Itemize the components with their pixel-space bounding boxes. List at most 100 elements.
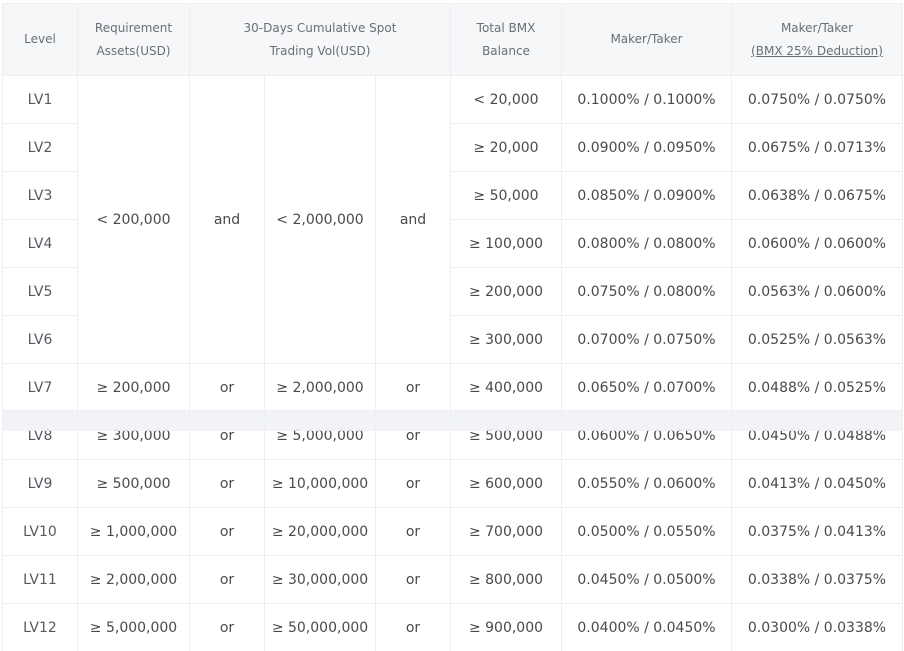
- maker-taker-deduction-cell: 0.0488% / 0.0525%: [731, 363, 903, 412]
- table-header: Level Requirement Assets(USD) 30-Days Cu…: [2, 3, 903, 76]
- level-cell: LV2: [2, 123, 78, 172]
- level-cell: LV6: [2, 315, 78, 364]
- level-cell: LV3: [2, 171, 78, 220]
- connector-cell: or: [375, 603, 451, 651]
- header-requirement-line1: Requirement: [94, 20, 173, 35]
- connector-cell: or: [189, 459, 265, 508]
- requirement-assets-cell: ≥ 2,000,000: [77, 555, 190, 604]
- maker-taker-fee-cell: 0.0650% / 0.0700%: [561, 363, 732, 412]
- trading-volume-cell: ≥ 20,000,000: [264, 507, 376, 556]
- maker-taker-fee-cell: 0.1000% / 0.1000%: [561, 75, 732, 124]
- maker-taker-fee-cell: 0.0500% / 0.0550%: [561, 507, 732, 556]
- maker-taker-fee-cell: 0.0550% / 0.0600%: [561, 459, 732, 508]
- table-row: LV4 ≥ 100,000 0.0800% / 0.0800% 0.0600% / 0…: [2, 219, 903, 268]
- table-row: LV9 ≥ 500,000 or ≥ 10,000,000 or ≥ 600,000 0.0…: [2, 459, 903, 508]
- table-row: LV5 ≥ 200,000 0.0750% / 0.0800% 0.0563% / 0…: [2, 267, 903, 316]
- level-cell: LV8: [2, 411, 78, 460]
- requirement-assets-cell: ≥ 500,000: [77, 459, 190, 508]
- requirement-assets-cell: < 200,000: [77, 75, 190, 364]
- level-cell: LV10: [2, 507, 78, 556]
- header-bmx-balance-label: Total BMX Balance: [476, 20, 536, 58]
- connector-cell: or: [375, 411, 451, 460]
- maker-taker-deduction-cell: 0.0338% / 0.0375%: [731, 555, 903, 604]
- table-row: LV12 ≥ 5,000,000 or ≥ 50,000,000 or ≥ 900,000…: [2, 603, 903, 651]
- header-level: Level: [2, 3, 78, 76]
- trading-volume-cell: ≥ 5,000,000: [264, 411, 376, 460]
- bmx-balance-cell: ≥ 500,000: [450, 411, 562, 460]
- bmx-balance-cell: ≥ 20,000: [450, 123, 562, 172]
- header-maker-taker: Maker/Taker: [561, 3, 732, 76]
- connector-cell: or: [375, 459, 451, 508]
- header-row: Level Requirement Assets(USD) 30-Days Cu…: [2, 3, 903, 76]
- header-trading-volume: 30-Days Cumulative Spot Trading Vol(USD): [189, 3, 451, 76]
- level-cell: LV11: [2, 555, 78, 604]
- bmx-balance-cell: < 20,000: [450, 75, 562, 124]
- maker-taker-deduction-cell: 0.0675% / 0.0713%: [731, 123, 903, 172]
- requirement-assets-cell: ≥ 5,000,000: [77, 603, 190, 651]
- maker-taker-fee-cell: 0.0750% / 0.0800%: [561, 267, 732, 316]
- connector-cell: or: [189, 363, 265, 412]
- maker-taker-deduction-cell: 0.0563% / 0.0600%: [731, 267, 903, 316]
- table-row: LV10 ≥ 1,000,000 or ≥ 20,000,000 or ≥ 700,000…: [2, 507, 903, 556]
- maker-taker-fee-cell: 0.0800% / 0.0800%: [561, 219, 732, 268]
- header-requirement-assets: Requirement Assets(USD): [77, 3, 190, 76]
- requirement-assets-cell: ≥ 300,000: [77, 411, 190, 460]
- maker-taker-deduction-cell: 0.0750% / 0.0750%: [731, 75, 903, 124]
- table-row: LV2 ≥ 20,000 0.0900% / 0.0950% 0.0675% / 0.…: [2, 123, 903, 172]
- trading-volume-cell: < 2,000,000: [264, 75, 376, 364]
- header-deduction-line1: Maker/Taker: [780, 20, 854, 35]
- level-cell: LV7: [2, 363, 78, 412]
- bmx-balance-cell: ≥ 300,000: [450, 315, 562, 364]
- header-volume-line1: 30-Days Cumulative Spot: [243, 20, 397, 35]
- maker-taker-fee-cell: 0.0400% / 0.0450%: [561, 603, 732, 651]
- header-requirement-line2: Assets(USD): [96, 43, 171, 58]
- bmx-deduction-link[interactable]: (BMX 25% Deduction): [751, 43, 883, 58]
- table-body: LV1 < 200,000 and < 2,000,000 and < 20,000 0.1…: [2, 75, 903, 651]
- level-cell: LV5: [2, 267, 78, 316]
- table-row: LV3 ≥ 50,000 0.0850% / 0.0900% 0.0638% / 0.…: [2, 171, 903, 220]
- table-row: LV6 ≥ 300,000 0.0700% / 0.0750% 0.0525% / 0…: [2, 315, 903, 364]
- requirement-assets-cell: ≥ 1,000,000: [77, 507, 190, 556]
- requirement-assets-cell: ≥ 200,000: [77, 363, 190, 412]
- bmx-balance-cell: ≥ 200,000: [450, 267, 562, 316]
- bmx-balance-cell: ≥ 50,000: [450, 171, 562, 220]
- header-maker-taker-label: Maker/Taker: [610, 32, 683, 46]
- table-row: LV8 ≥ 300,000 or ≥ 5,000,000 or ≥ 500,000 0.06…: [2, 411, 903, 460]
- maker-taker-fee-cell: 0.0850% / 0.0900%: [561, 171, 732, 220]
- table-row: LV1 < 200,000 and < 2,000,000 and < 20,000 0.1…: [2, 75, 903, 364]
- bmx-balance-cell: ≥ 600,000: [450, 459, 562, 508]
- bmx-balance-cell: ≥ 700,000: [450, 507, 562, 556]
- connector-cell: or: [189, 507, 265, 556]
- trading-volume-cell: ≥ 10,000,000: [264, 459, 376, 508]
- header-bmx-balance: Total BMX Balance: [450, 3, 562, 76]
- connector-cell: or: [189, 603, 265, 651]
- maker-taker-deduction-cell: 0.0300% / 0.0338%: [731, 603, 903, 651]
- connector-cell: or: [375, 555, 451, 604]
- connector-cell: or: [189, 411, 265, 460]
- trading-volume-cell: ≥ 30,000,000: [264, 555, 376, 604]
- connector-cell: or: [375, 507, 451, 556]
- header-level-label: Level: [24, 32, 56, 46]
- maker-taker-fee-cell: 0.0600% / 0.0650%: [561, 411, 732, 460]
- fee-level-table: Level Requirement Assets(USD) 30-Days Cu…: [2, 3, 903, 651]
- bmx-balance-cell: ≥ 100,000: [450, 219, 562, 268]
- maker-taker-deduction-cell: 0.0450% / 0.0488%: [731, 411, 903, 460]
- maker-taker-fee-cell: 0.0900% / 0.0950%: [561, 123, 732, 172]
- trading-volume-cell: ≥ 2,000,000: [264, 363, 376, 412]
- header-maker-taker-deduction: Maker/Taker (BMX 25% Deduction): [731, 3, 903, 76]
- table-row: LV7 ≥ 200,000 or ≥ 2,000,000 or ≥ 400,000 0.06…: [2, 363, 903, 412]
- table-row: LV11 ≥ 2,000,000 or ≥ 30,000,000 or ≥ 800,000…: [2, 555, 903, 604]
- connector-cell: and: [189, 75, 265, 364]
- maker-taker-fee-cell: 0.0700% / 0.0750%: [561, 315, 732, 364]
- maker-taker-deduction-cell: 0.0638% / 0.0675%: [731, 171, 903, 220]
- bmx-balance-cell: ≥ 400,000: [450, 363, 562, 412]
- level-cell: LV4: [2, 219, 78, 268]
- maker-taker-deduction-cell: 0.0413% / 0.0450%: [731, 459, 903, 508]
- maker-taker-deduction-cell: 0.0525% / 0.0563%: [731, 315, 903, 364]
- maker-taker-deduction-cell: 0.0600% / 0.0600%: [731, 219, 903, 268]
- bmx-balance-cell: ≥ 800,000: [450, 555, 562, 604]
- level-cell: LV9: [2, 459, 78, 508]
- maker-taker-fee-cell: 0.0450% / 0.0500%: [561, 555, 732, 604]
- connector-cell: and: [375, 75, 451, 364]
